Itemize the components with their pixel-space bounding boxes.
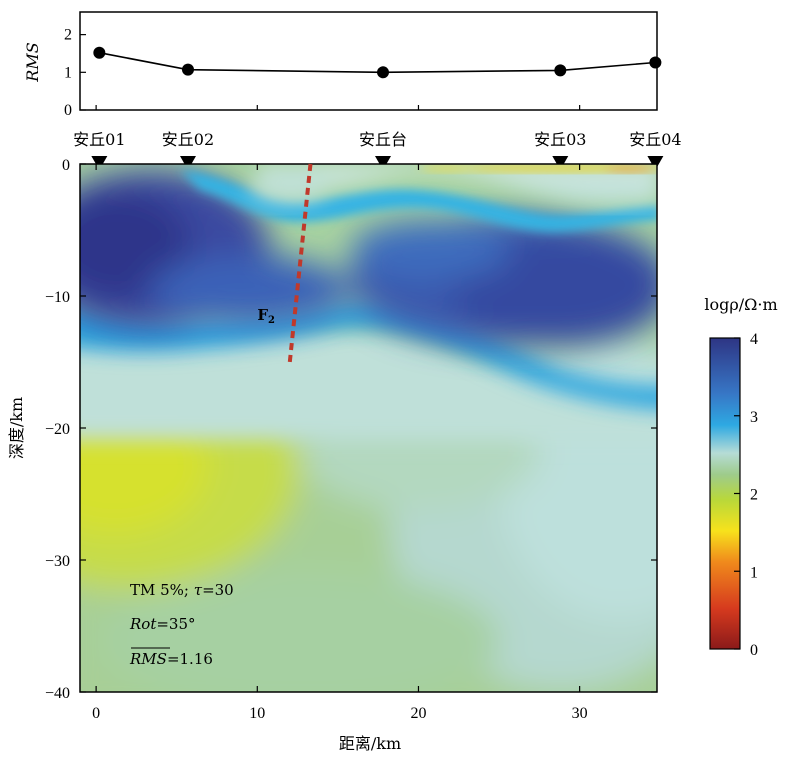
colorbar-tick-label: 1 (750, 564, 758, 581)
annotation-tau: τ (194, 581, 203, 599)
station-marker (179, 156, 196, 170)
rms-point (649, 56, 662, 69)
ytick-label: −20 (45, 421, 70, 438)
station-label: 安丘03 (534, 130, 586, 149)
rms-ytick-label: 0 (64, 102, 72, 119)
station-marker (375, 156, 392, 170)
rms-frame (79, 11, 658, 111)
colorbar-label: logρ/Ω·m (704, 295, 777, 314)
xtick-label: 30 (572, 705, 588, 722)
rms-ytick-label: 1 (64, 64, 72, 81)
x-axis-label: 距离/km (339, 734, 401, 753)
annotation-rms: RMS (129, 650, 167, 668)
xtick-label: 0 (92, 705, 100, 722)
ytick-label: 0 (62, 157, 70, 174)
ytick-label: −40 (45, 685, 70, 702)
annotation-block: TM 5%; τ=30 Rot=35° RMS=1.16 (129, 581, 234, 668)
rms-point (181, 63, 194, 76)
annotation-rms-value: =1.16 (167, 650, 213, 668)
y-axis-label: 深度/km (7, 397, 26, 459)
colorbar-tick-label: 2 (750, 487, 758, 504)
station-label: 安丘01 (73, 130, 125, 149)
colorbar-tick-label: 0 (750, 642, 758, 659)
station-label: 安丘04 (629, 130, 681, 149)
station-label: 安丘台 (359, 130, 407, 149)
ytick-label: −10 (45, 289, 70, 306)
rms-point (93, 46, 106, 59)
rms-axis-label: RMS (23, 42, 42, 82)
rms-point (377, 66, 390, 79)
fault-line (287, 163, 313, 365)
rms-ytick-label: 2 (64, 27, 72, 44)
xtick-label: 10 (249, 705, 265, 722)
fault-label: F2 (257, 306, 275, 326)
ytick-label: −30 (45, 553, 70, 570)
rms-point (554, 64, 567, 77)
resistivity-heatmap (80, 164, 657, 692)
annotation-line-3: RMS=1.16 (129, 650, 213, 668)
annotation-rot-value: =35° (156, 615, 195, 633)
fault-label-sub: 2 (268, 315, 275, 326)
annotation-rot: Rot (129, 615, 157, 633)
station-marker (552, 156, 569, 170)
rms-panel: 0 1 2 RMS (23, 11, 662, 119)
station-label: 安丘02 (162, 130, 214, 149)
annotation-line-1-a: TM 5%; (130, 581, 194, 599)
annotation-line-1: TM 5%; τ=30 (130, 581, 234, 599)
annotation-line-2: Rot=35° (129, 615, 196, 633)
annotation-line-1-b: =30 (202, 581, 234, 599)
colorbar: logρ/Ω·m 0 1 2 3 4 (704, 295, 777, 659)
fault-label-main: F (257, 306, 268, 324)
station-marker (91, 156, 108, 170)
colorbar-tick-label: 4 (750, 331, 758, 348)
station-marker (647, 156, 664, 170)
xtick-label: 20 (410, 705, 426, 722)
colorbar-tick-label: 3 (750, 409, 758, 426)
